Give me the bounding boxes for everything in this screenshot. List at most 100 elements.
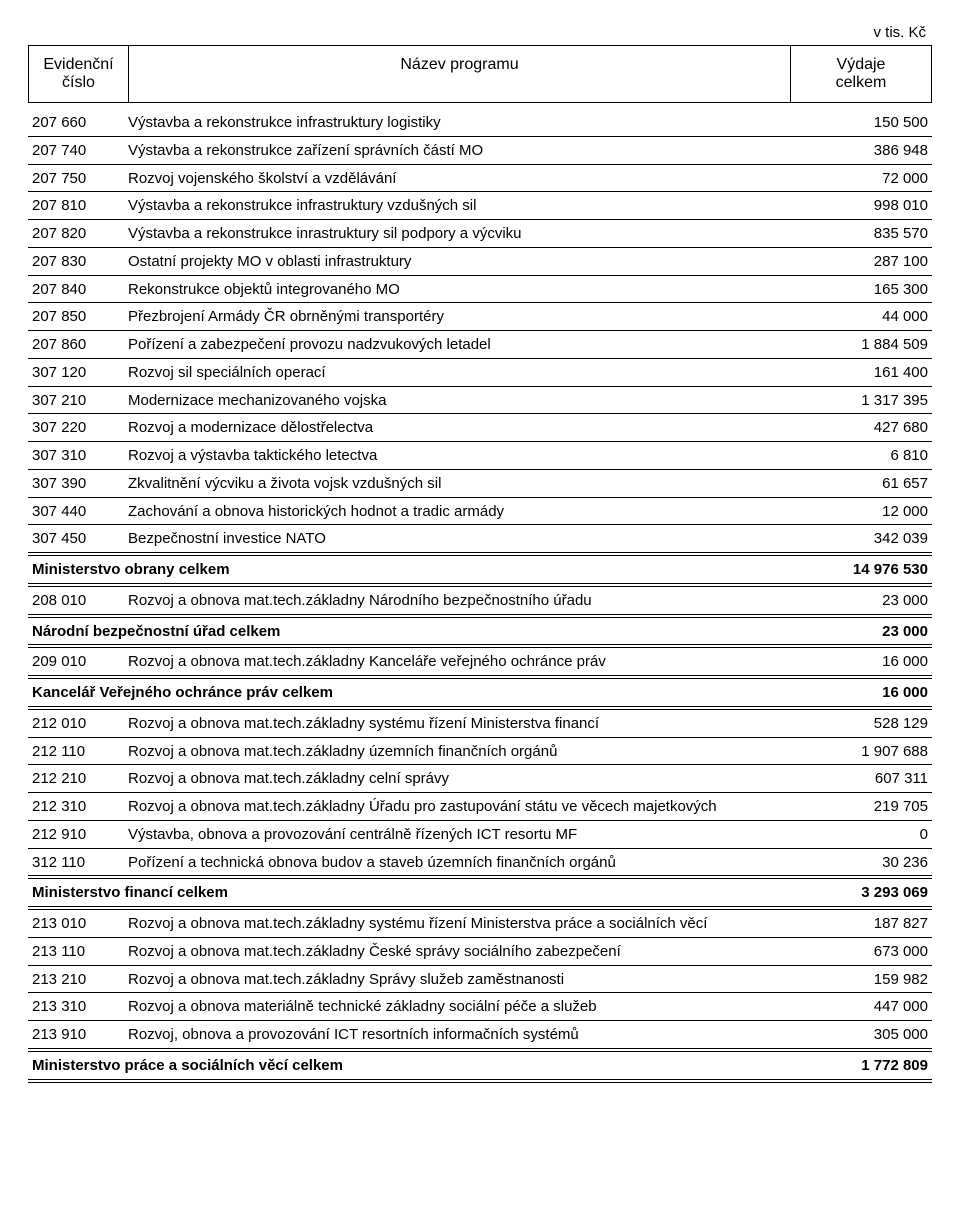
cell-code: 307 210 (32, 392, 118, 411)
table-row: 213 310 Rozvoj a obnova materiálně techni… (28, 995, 932, 1018)
cell-value: 165 300 (808, 281, 928, 300)
table-row: 307 440Zachování a obnova historických h… (28, 500, 932, 523)
row-divider (28, 1079, 932, 1080)
cell-code: 209 010 (32, 653, 118, 672)
table-row: 208 010Rozvoj a obnova mat.tech.základny… (28, 589, 932, 612)
cell-name: Rozvoj a obnova mat.tech.základny Kancel… (128, 653, 798, 672)
total-value: 1 772 809 (808, 1057, 928, 1076)
cell-value: 1 907 688 (808, 743, 928, 762)
cell-code: 213 310 (32, 998, 118, 1017)
cell-value: 30 236 (808, 854, 928, 873)
cell-value: 150 500 (808, 114, 928, 133)
table-row: 213 110 Rozvoj a obnova mat.tech.základny… (28, 940, 932, 963)
cell-code: 307 310 (32, 447, 118, 466)
cell-name: Rozvoj, obnova a provozování ICT resortn… (128, 1026, 798, 1045)
cell-code: 207 830 (32, 253, 118, 272)
row-divider (28, 737, 932, 738)
table-row: 212 010Rozvoj a obnova mat.tech.základny… (28, 712, 932, 735)
table-body: 207 660Výstavba a rekonstrukce infrastru… (28, 111, 932, 1083)
table-row: 213 210Rozvoj a obnova mat.tech.základny… (28, 968, 932, 991)
row-divider (28, 247, 932, 248)
total-value: 14 976 530 (808, 561, 928, 580)
cell-code: 213 110 (32, 943, 118, 962)
row-divider (28, 1082, 932, 1083)
cell-code: 307 390 (32, 475, 118, 494)
cell-code: 212 110 (32, 743, 118, 762)
cell-name: Rozvoj a modernizace dělostřelectva (128, 419, 798, 438)
cell-code: 307 450 (32, 530, 118, 549)
table-row: 307 390 Zkvalitnění výcviku a života vojs… (28, 472, 932, 495)
cell-name: Modernizace mechanizovaného vojska (128, 392, 798, 411)
cell-name: Rozvoj a výstavba taktického letectva (128, 447, 798, 466)
cell-name: Rozvoj vojenského školství a vzdělávání (128, 170, 798, 189)
total-row: Kancelář Veřejného ochránce práv celkem1… (28, 681, 932, 704)
row-divider (28, 965, 932, 966)
cell-value: 16 000 (808, 653, 928, 672)
cell-code: 307 120 (32, 364, 118, 383)
total-label: Ministerstvo obrany celkem (32, 561, 808, 580)
table-row: 307 220 Rozvoj a modernizace dělostřelect… (28, 416, 932, 439)
cell-name: Výstavba a rekonstrukce inrastruktury si… (128, 225, 798, 244)
cell-name: Zkvalitnění výcviku a života vojsk vzduš… (128, 475, 798, 494)
table-row: 307 120Rozvoj sil speciálních operací161… (28, 361, 932, 384)
cell-name: Ostatní projekty MO v oblasti infrastruk… (128, 253, 798, 272)
cell-name: Rozvoj a obnova mat.tech.základny systém… (128, 915, 798, 934)
cell-code: 312 110 (32, 854, 118, 873)
table-row: 207 840Rekonstrukce objektů integrovanéh… (28, 278, 932, 301)
cell-name: Zachování a obnova historických hodnot a… (128, 503, 798, 522)
cell-name: Bezpečnostní investice NATO (128, 530, 798, 549)
cell-value: 386 948 (808, 142, 928, 161)
row-divider (28, 906, 932, 907)
cell-code: 307 220 (32, 419, 118, 438)
table-row: 312 110 Pořízení a technická obnova budov… (28, 851, 932, 874)
table-row: 207 850Přezbrojení Armády ČR obrněnými t… (28, 305, 932, 328)
cell-name: Rozvoj a obnova mat.tech.základny České … (128, 943, 798, 962)
row-divider (28, 848, 932, 849)
cell-name: Výstavba, obnova a provozování centrálně… (128, 826, 798, 845)
row-divider (28, 386, 932, 387)
row-divider (28, 678, 932, 679)
cell-value: 159 982 (808, 971, 928, 990)
cell-code: 208 010 (32, 592, 118, 611)
cell-code: 212 010 (32, 715, 118, 734)
cell-name: Pořízení a zabezpečení provozu nadzvukov… (128, 336, 798, 355)
cell-name: Rozvoj a obnova materiálně technické zák… (128, 998, 798, 1017)
cell-value: 0 (808, 826, 928, 845)
total-value: 16 000 (808, 684, 928, 703)
cell-value: 342 039 (808, 530, 928, 549)
row-divider (28, 330, 932, 331)
cell-name: Výstavba a rekonstrukce infrastruktury l… (128, 114, 798, 133)
cell-value: 61 657 (808, 475, 928, 494)
table-row: 213 010Rozvoj a obnova mat.tech.základny… (28, 912, 932, 935)
row-divider (28, 469, 932, 470)
row-divider (28, 647, 932, 648)
total-label: Kancelář Veřejného ochránce práv celkem (32, 684, 808, 703)
table-row: 207 810Výstavba a rekonstrukce infrastru… (28, 194, 932, 217)
total-row: Ministerstvo obrany celkem14 976 530 (28, 558, 932, 581)
cell-value: 219 705 (808, 798, 928, 817)
row-divider (28, 792, 932, 793)
row-divider (28, 552, 932, 553)
row-divider (28, 164, 932, 165)
table-row: 207 740Výstavba a rekonstrukce zařízení … (28, 139, 932, 162)
row-divider (28, 617, 932, 618)
row-divider (28, 441, 932, 442)
header-col-value: Výdaje celkem (791, 46, 931, 102)
table-row: 307 210 Modernizace mechanizovaného vojsk… (28, 389, 932, 412)
cell-value: 305 000 (808, 1026, 928, 1045)
cell-value: 72 000 (808, 170, 928, 189)
row-divider (28, 1048, 932, 1049)
cell-code: 212 310 (32, 798, 118, 817)
cell-value: 12 000 (808, 503, 928, 522)
cell-name: Výstavba a rekonstrukce zařízení správní… (128, 142, 798, 161)
cell-name: Výstavba a rekonstrukce infrastruktury v… (128, 197, 798, 216)
cell-name: Pořízení a technická obnova budov a stav… (128, 854, 798, 873)
row-divider (28, 555, 932, 556)
row-divider (28, 937, 932, 938)
cell-code: 207 750 (32, 170, 118, 189)
row-divider (28, 909, 932, 910)
table-row: 207 660Výstavba a rekonstrukce infrastru… (28, 111, 932, 134)
cell-name: Rozvoj a obnova mat.tech.základny celní … (128, 770, 798, 789)
header-col-code: Evidenční číslo (29, 46, 129, 102)
total-value: 3 293 069 (808, 884, 928, 903)
